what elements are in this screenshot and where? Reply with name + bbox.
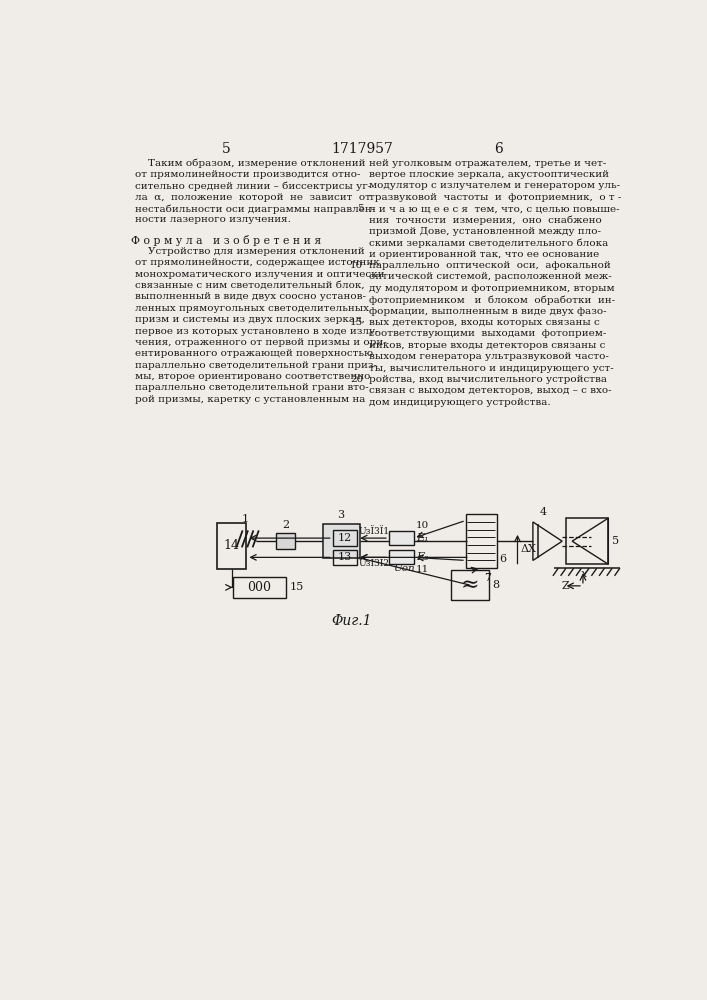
Text: 13: 13 xyxy=(338,552,352,562)
Bar xyxy=(450,570,489,600)
Bar xyxy=(333,530,357,546)
Text: модулятор с излучателем и генератором уль-: модулятор с излучателем и генератором ул… xyxy=(369,181,620,190)
Text: 3: 3 xyxy=(338,510,345,520)
Text: ности лазерного излучения.: ности лазерного излучения. xyxy=(135,215,291,224)
Text: скими зеркалами светоделительного блока: скими зеркалами светоделительного блока xyxy=(369,238,608,248)
Text: ≈: ≈ xyxy=(460,574,479,596)
Text: Uоп: Uоп xyxy=(393,564,415,573)
Text: ников, вторые входы детекторов связаны с: ников, вторые входы детекторов связаны с xyxy=(369,341,605,350)
Text: 2: 2 xyxy=(282,520,289,530)
Text: 7: 7 xyxy=(484,573,491,583)
Text: ду модулятором и фотоприемником, вторым: ду модулятором и фотоприемником, вторым xyxy=(369,284,614,293)
Text: тразвуковой  частоты  и  фотоприемник,  о т -: тразвуковой частоты и фотоприемник, о т … xyxy=(369,193,621,202)
Bar xyxy=(466,514,497,568)
Text: E₂: E₂ xyxy=(416,552,428,562)
Text: оптической системой, расположенной меж-: оптической системой, расположенной меж- xyxy=(369,272,612,281)
Text: соответствующими  выходами  фотоприем-: соответствующими выходами фотоприем- xyxy=(369,329,607,338)
Text: 1: 1 xyxy=(242,514,250,524)
Bar xyxy=(333,550,357,565)
Text: Таким образом, измерение отклонений: Таким образом, измерение отклонений xyxy=(135,158,366,168)
Text: ройства, вход вычислительного устройства: ройства, вход вычислительного устройства xyxy=(369,375,607,384)
Bar xyxy=(389,531,414,545)
Text: 8: 8 xyxy=(492,580,499,590)
Text: 6: 6 xyxy=(494,142,503,156)
Text: UзЇ3Ї2: UзЇ3Ї2 xyxy=(359,559,390,568)
Text: ленных прямоугольных светоделительных: ленных прямоугольных светоделительных xyxy=(135,304,369,313)
Text: 5: 5 xyxy=(357,204,363,213)
Text: 15: 15 xyxy=(350,318,363,327)
Text: сительно средней линии – биссектрисы уг-: сительно средней линии – биссектрисы уг- xyxy=(135,181,371,191)
Bar xyxy=(322,524,360,558)
Text: 20: 20 xyxy=(350,375,363,384)
Text: дом индицирующего устройства.: дом индицирующего устройства. xyxy=(369,398,551,407)
Text: 15: 15 xyxy=(290,582,304,592)
Text: мы, второе ориентировано соответственно: мы, второе ориентировано соответственно xyxy=(135,372,370,381)
Text: чения, отраженного от первой призмы и ори-: чения, отраженного от первой призмы и ор… xyxy=(135,338,387,347)
Text: фотоприемником   и  блоком  обработки  ин-: фотоприемником и блоком обработки ин- xyxy=(369,295,615,305)
Text: ней уголковым отражателем, третье и чет-: ней уголковым отражателем, третье и чет- xyxy=(369,158,607,167)
Text: от прямолинейности, содержащее источник: от прямолинейности, содержащее источник xyxy=(135,258,380,267)
Bar xyxy=(276,533,295,549)
Text: рой призмы, каретку с установленным на: рой призмы, каретку с установленным на xyxy=(135,395,366,404)
Bar xyxy=(566,518,608,564)
Text: 1717957: 1717957 xyxy=(331,142,393,156)
Text: вых детекторов, входы которых связаны с: вых детекторов, входы которых связаны с xyxy=(369,318,600,327)
Text: призм и системы из двух плоских зеркал,: призм и системы из двух плоских зеркал, xyxy=(135,315,365,324)
Text: 12: 12 xyxy=(338,533,352,543)
Text: Устройство для измерения отклонений: Устройство для измерения отклонений xyxy=(135,247,364,256)
Text: призмой Дове, установленной между пло-: призмой Дове, установленной между пло- xyxy=(369,227,601,236)
Text: 5: 5 xyxy=(222,142,230,156)
Text: 6: 6 xyxy=(499,554,506,564)
Text: параллельно светоделительной грани вто-: параллельно светоделительной грани вто- xyxy=(135,383,368,392)
Bar xyxy=(233,577,286,598)
Text: Φиг.1: Φиг.1 xyxy=(332,614,372,628)
Text: ентированного отражающей поверхностью: ентированного отражающей поверхностью xyxy=(135,349,373,358)
Text: 10: 10 xyxy=(416,521,429,530)
Text: ты, вычислительного и индицирующего уст-: ты, вычислительного и индицирующего уст- xyxy=(369,364,614,373)
Text: связан с выходом детекторов, выход – с вхо-: связан с выходом детекторов, выход – с в… xyxy=(369,386,612,395)
Text: E₁: E₁ xyxy=(416,533,428,543)
Text: нестабильности оси диаграммы направлен-: нестабильности оси диаграммы направлен- xyxy=(135,204,375,214)
Text: л и ч а ю щ е е с я  тем, что, с целью повыше-: л и ч а ю щ е е с я тем, что, с целью по… xyxy=(369,204,619,213)
Bar xyxy=(217,523,247,569)
Text: Ф о р м у л а   и з о б р е т е н и я: Ф о р м у л а и з о б р е т е н и я xyxy=(132,235,322,246)
Text: 14: 14 xyxy=(224,539,240,552)
Text: 4: 4 xyxy=(540,507,547,517)
Text: ния  точности  измерения,  оно  снабжено: ния точности измерения, оно снабжено xyxy=(369,215,602,225)
Bar xyxy=(389,550,414,564)
Text: 000: 000 xyxy=(247,581,271,594)
Text: x: x xyxy=(581,569,588,579)
Text: ла  α,  положение  которой  не  зависит  от: ла α, положение которой не зависит от xyxy=(135,193,370,202)
Text: первое из которых установлено в ходе излу-: первое из которых установлено в ходе изл… xyxy=(135,327,378,336)
Text: от прямолинейности производится отно-: от прямолинейности производится отно- xyxy=(135,170,361,179)
Text: 5: 5 xyxy=(612,536,619,546)
Text: UзЇ3Ї1: UзЇ3Ї1 xyxy=(359,527,390,536)
Text: 11: 11 xyxy=(416,565,429,574)
Text: параллельно  оптической  оси,  афокальной: параллельно оптической оси, афокальной xyxy=(369,261,611,270)
Text: вертое плоские зеркала, акустооптический: вертое плоские зеркала, акустооптический xyxy=(369,170,609,179)
Text: параллельно светоделительной грани приз-: параллельно светоделительной грани приз- xyxy=(135,361,377,370)
Text: монохроматического излучения и оптически: монохроматического излучения и оптически xyxy=(135,270,385,279)
Text: ΔX: ΔX xyxy=(520,544,537,554)
Text: связанные с ним светоделительный блок,: связанные с ним светоделительный блок, xyxy=(135,281,364,290)
Text: формации, выполненным в виде двух фазо-: формации, выполненным в виде двух фазо- xyxy=(369,307,607,316)
Text: 10: 10 xyxy=(350,261,363,270)
Text: выполненный в виде двух соосно установ-: выполненный в виде двух соосно установ- xyxy=(135,292,366,301)
Text: выходом генератора ультразвуковой часто-: выходом генератора ультразвуковой часто- xyxy=(369,352,609,361)
Text: и ориентированной так, что ее основание: и ориентированной так, что ее основание xyxy=(369,250,599,259)
Text: Z: Z xyxy=(561,581,569,591)
